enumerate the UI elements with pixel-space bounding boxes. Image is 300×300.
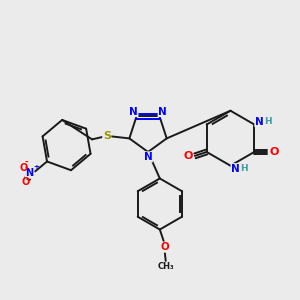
Text: N: N [231, 164, 240, 174]
Text: N: N [158, 106, 167, 116]
Text: N: N [25, 168, 33, 178]
Text: N: N [255, 116, 264, 127]
Text: O: O [21, 177, 30, 187]
Text: N: N [144, 152, 152, 162]
Text: S: S [103, 131, 111, 141]
Text: O: O [269, 147, 279, 157]
Text: CH₃: CH₃ [158, 262, 174, 271]
Text: O: O [160, 242, 169, 252]
Text: H: H [240, 164, 248, 173]
Text: +: + [33, 164, 39, 170]
Text: O: O [183, 151, 193, 161]
Text: H: H [264, 117, 272, 126]
Text: O: O [19, 164, 28, 173]
Text: -: - [25, 158, 28, 167]
Text: N: N [129, 106, 138, 116]
